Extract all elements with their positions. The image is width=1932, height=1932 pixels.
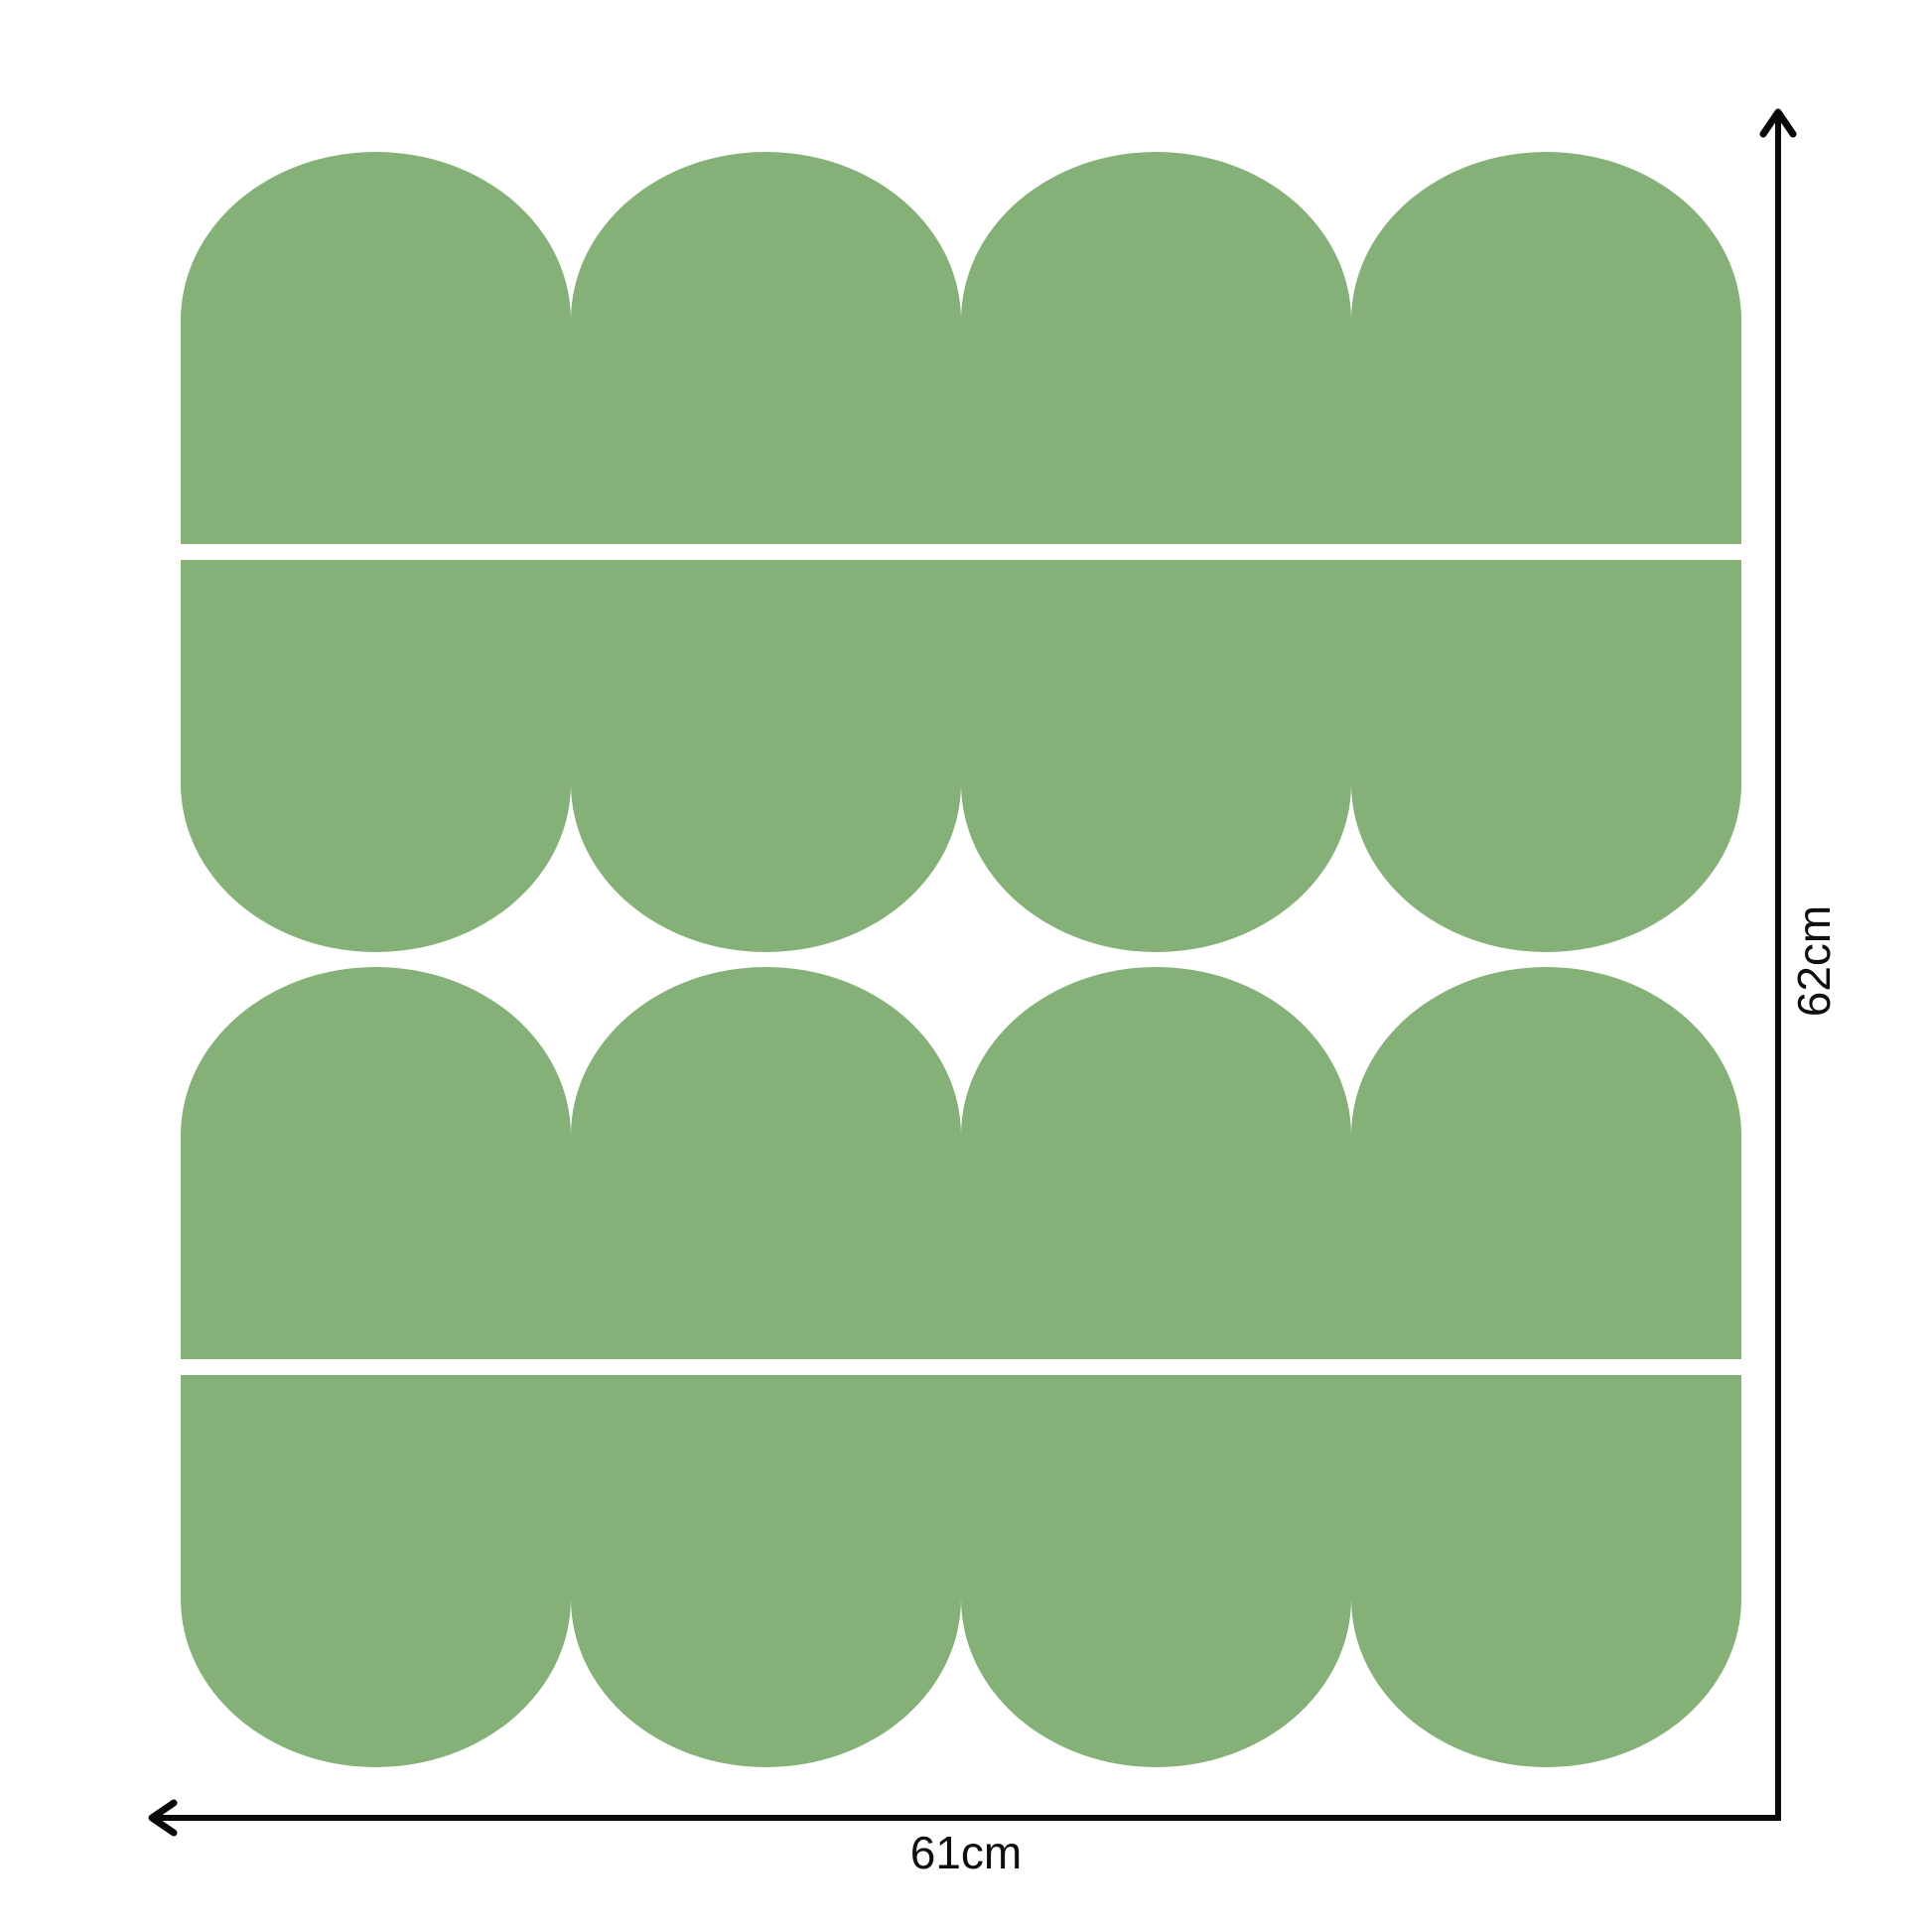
capsule-top-half (961, 967, 1351, 1359)
height-dimension-label: 62cm (1788, 904, 1840, 1018)
arrow-left-icon (148, 1799, 178, 1837)
capsule-bottom-half (571, 1375, 961, 1767)
arch-row-rounded-bottom (181, 560, 1741, 952)
capsule-group-2 (181, 967, 1741, 1767)
capsule-top-half (571, 967, 961, 1359)
capsule-group-1 (181, 152, 1741, 952)
capsule-top-half (181, 152, 571, 544)
capsule-bottom-half (1351, 560, 1741, 952)
capsule-top-half (1351, 152, 1741, 544)
capsule-bottom-half (961, 560, 1351, 952)
decal-sheet (181, 152, 1741, 1767)
cut-line (181, 1359, 1741, 1375)
arch-row-rounded-top (181, 152, 1741, 544)
capsule-top-half (1351, 967, 1741, 1359)
capsule-bottom-half (181, 560, 571, 952)
arch-row-rounded-bottom (181, 1375, 1741, 1767)
capsule-bottom-half (961, 1375, 1351, 1767)
capsule-bottom-half (181, 1375, 571, 1767)
capsule-top-half (961, 152, 1351, 544)
capsule-bottom-half (571, 560, 961, 952)
cut-line (181, 544, 1741, 560)
width-dimension-label: 61cm (909, 1827, 1023, 1878)
arrow-up-icon (1759, 108, 1797, 138)
arch-row-rounded-top (181, 967, 1741, 1359)
capsule-bottom-half (1351, 1375, 1741, 1767)
capsule-top-half (571, 152, 961, 544)
capsule-top-half (181, 967, 571, 1359)
